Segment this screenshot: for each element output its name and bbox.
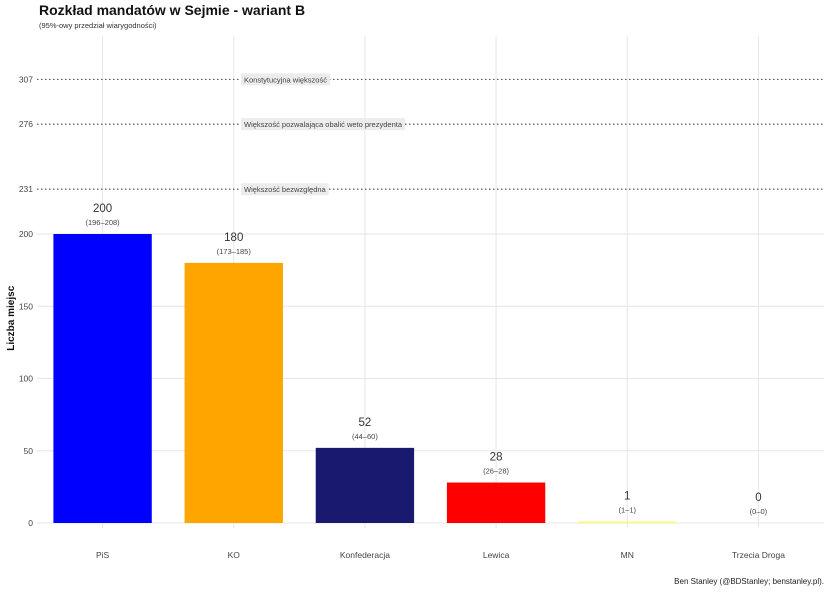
reference-label: Większość pozwalająca obalić weto prezyd… (244, 120, 403, 129)
interval-label: (0–0) (750, 507, 768, 516)
x-tick-label: PiS (96, 550, 110, 560)
y-tick-label: 200 (19, 229, 33, 239)
value-label: 0 (755, 492, 761, 504)
reference-label: Większość bezwzględna (244, 185, 327, 194)
reference-label: Konstytucyjna większość (244, 75, 327, 84)
bar (184, 262, 283, 523)
x-tick-label: Konfederacja (340, 550, 390, 560)
interval-label: (196–208) (85, 218, 120, 227)
interval-label: (26–28) (483, 467, 509, 476)
y-tick-label: 276 (19, 119, 33, 129)
interval-label: (173–185) (217, 247, 252, 256)
y-tick-label: 50 (24, 446, 34, 456)
reference-label-bg (241, 183, 329, 196)
y-tick-label: 307 (19, 74, 33, 84)
y-tick-label: 150 (19, 301, 33, 311)
bar (315, 447, 415, 523)
value-label: 180 (224, 232, 243, 244)
bar (578, 521, 677, 523)
x-tick-label: KO (228, 550, 241, 560)
value-label: 28 (490, 452, 503, 464)
y-tick-label: 0 (28, 518, 33, 528)
reference-label-group: Większość bezwzględna (241, 183, 329, 196)
bar (53, 234, 152, 523)
y-tick-label: 100 (19, 374, 33, 384)
chart-title: Rozkład mandatów w Sejmie - wariant B (39, 2, 306, 18)
x-tick-label: Trzecia Droga (732, 550, 785, 560)
reference-label-group: Większość pozwalająca obalić weto prezyd… (241, 118, 405, 131)
chart-subtitle: (95%-owy przedział wiarygodności) (39, 21, 157, 30)
chart-caption: Ben Stanley (@BDStanley; benstanley.pl). (674, 577, 824, 586)
value-label: 52 (359, 417, 372, 429)
reference-label-bg (241, 118, 405, 131)
value-label: 1 (624, 491, 630, 503)
y-axis-label: Liczba miejsc (6, 285, 17, 350)
value-label: 200 (93, 203, 112, 215)
y-tick-label: 231 (19, 184, 33, 194)
x-tick-label: MN (621, 550, 634, 560)
reference-label-group: Konstytucyjna większość (241, 73, 330, 86)
reference-label-bg (241, 73, 330, 86)
interval-label: (44–60) (352, 432, 378, 441)
x-tick-label: Lewica (483, 550, 510, 560)
interval-label: (1–1) (618, 506, 636, 515)
bar (446, 482, 546, 523)
